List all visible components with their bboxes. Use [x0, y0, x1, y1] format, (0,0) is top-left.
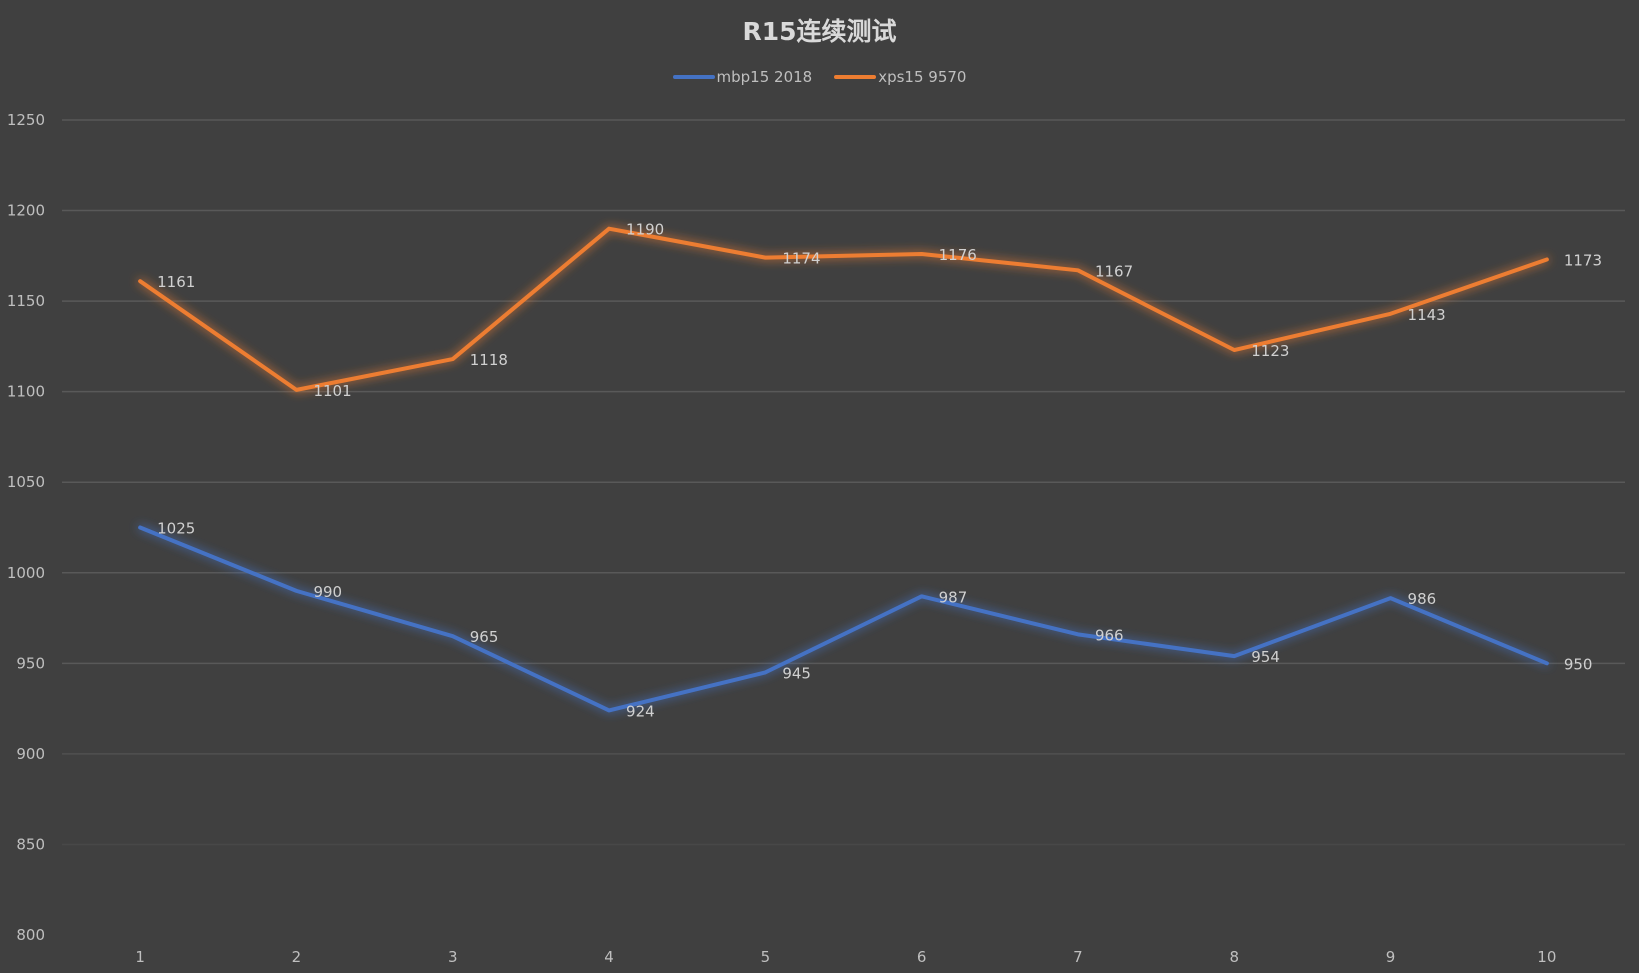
data-label: 1025 [157, 520, 195, 538]
y-tick-label: 1050 [7, 473, 45, 491]
y-tick-label: 1150 [7, 292, 45, 310]
legend-item-mbp15[interactable]: mbp15 2018 [672, 68, 813, 86]
x-tick-label: 5 [761, 948, 771, 966]
y-axis: 800 850 900 950 1000 1050 1100 1150 1200 1250 [7, 111, 45, 944]
data-label: 1161 [157, 273, 195, 291]
data-label: 950 [1564, 655, 1593, 673]
data-label: 1176 [939, 246, 977, 264]
legend-label: xps15 9570 [878, 68, 967, 86]
data-label: 1101 [313, 382, 351, 400]
data-label: 1174 [782, 250, 820, 268]
data-label: 987 [939, 588, 968, 606]
data-label: 1123 [1251, 342, 1289, 360]
y-tick-label: 1100 [7, 383, 45, 401]
data-label: 1190 [626, 221, 664, 239]
gridlines [61, 119, 1626, 905]
x-tick-label: 7 [1073, 948, 1083, 966]
legend: mbp15 2018 xps15 9570 [0, 68, 1639, 86]
data-label: 1118 [470, 351, 508, 369]
series-line-xps15[interactable] [138, 226, 1549, 392]
x-tick-label: 6 [917, 948, 927, 966]
chart-title: R15连续测试 [742, 17, 897, 46]
x-axis: 1 2 3 4 5 6 7 8 9 10 [135, 948, 1556, 966]
legend-item-xps15[interactable]: xps15 9570 [834, 68, 966, 86]
y-tick-label: 950 [16, 654, 45, 672]
y-tick-label: 1250 [7, 111, 45, 129]
data-label: 1143 [1408, 306, 1446, 324]
y-tick-label: 850 [16, 835, 45, 853]
x-tick-label: 3 [448, 948, 458, 966]
data-label: 965 [470, 628, 499, 646]
series-lines [138, 226, 1549, 713]
x-tick-label: 9 [1386, 948, 1396, 966]
x-tick-label: 4 [604, 948, 614, 966]
legend-label: mbp15 2018 [716, 68, 813, 86]
data-label: 945 [782, 664, 811, 682]
data-label: 986 [1408, 590, 1437, 608]
x-tick-label: 2 [292, 948, 302, 966]
data-label: 1167 [1095, 262, 1133, 280]
y-tick-label: 800 [16, 926, 45, 944]
data-label: 990 [313, 583, 342, 601]
x-tick-label: 8 [1229, 948, 1239, 966]
data-label: 966 [1095, 626, 1124, 644]
data-labels: 1025 990 965 924 945 987 966 954 986 950 1161 1101 1… [157, 221, 1602, 721]
x-tick-label: 10 [1537, 948, 1556, 966]
data-label: 1173 [1564, 251, 1602, 269]
y-tick-label: 1200 [7, 202, 45, 220]
y-tick-label: 900 [16, 745, 45, 763]
legend-swatch-xps15 [834, 75, 877, 79]
x-tick-label: 1 [135, 948, 145, 966]
series-line-mbp15[interactable] [138, 525, 1549, 713]
data-label: 954 [1251, 648, 1280, 666]
legend-swatch-mbp15 [672, 75, 715, 79]
y-tick-label: 1000 [7, 564, 45, 582]
data-label: 924 [626, 702, 655, 720]
